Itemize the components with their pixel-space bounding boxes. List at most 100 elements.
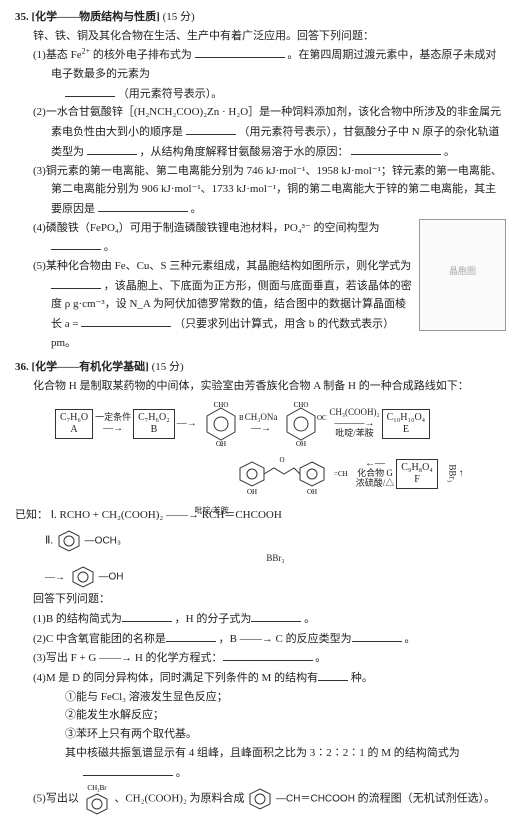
cond-3: ③苯环上只有两个取代基。 bbox=[51, 725, 506, 744]
text: 。 bbox=[176, 767, 187, 779]
text: 。 bbox=[104, 241, 115, 253]
text: 种。 bbox=[351, 672, 373, 684]
q35-part2: (2)一水合甘氨酸锌［(H₂NCH₂COO)₂Zn · H₂O］是一种饲料添加剂… bbox=[33, 103, 506, 161]
text: 。 bbox=[444, 146, 455, 158]
blank[interactable] bbox=[122, 609, 172, 622]
text: ，H 的分子式为 bbox=[175, 613, 252, 625]
arrow-icon: ←BBr₃ bbox=[446, 463, 467, 485]
text: (2)C 中含氧官能团的名称是 bbox=[33, 633, 166, 645]
known-2: Ⅱ. —OCH₃ BBr₃―→ —OH bbox=[45, 528, 506, 590]
blank[interactable] bbox=[83, 763, 173, 776]
text: (1)B 的结构简式为 bbox=[33, 613, 122, 625]
benzene-D-icon: CHO OCH₃ OH bbox=[279, 402, 327, 446]
blank[interactable] bbox=[87, 142, 137, 155]
text: 。 bbox=[315, 652, 326, 664]
blank[interactable] bbox=[318, 668, 348, 681]
text: —CH＝CHCOOH bbox=[276, 794, 355, 805]
compound-H-icon: OH OH O =CH bbox=[234, 452, 354, 496]
q35-number: 35. bbox=[15, 11, 29, 23]
benzene-icon bbox=[70, 564, 96, 590]
blank[interactable] bbox=[352, 629, 402, 642]
blank[interactable] bbox=[65, 84, 115, 97]
question-36: 36. [化学——有机化学基础] (15 分) 化合物 H 是制取某药物的中间体… bbox=[15, 358, 506, 816]
text: 、CH₂(COOH)₂ 为原料合成 bbox=[114, 793, 244, 805]
q36-part4: (4)M 是 D 的同分异构体，同时满足下列条件的 M 的结构有 种。 ①能与 … bbox=[33, 668, 506, 782]
arrow-icon: ←―化合物 G浓硫酸/△ bbox=[354, 458, 397, 489]
arrow-icon: 一定条件―→ bbox=[93, 413, 133, 434]
text: 。 bbox=[304, 613, 315, 625]
known-1: Ⅰ. RCHO + CH₂(COOH)₂ ――→ RCH＝CHCOOH bbox=[51, 509, 282, 521]
q36-title: [化学——有机化学基础] bbox=[32, 361, 149, 373]
compound-A: C₇H₆O A bbox=[55, 409, 93, 439]
q36-part2: (2)C 中含氧官能团的名称是 ，B ――→ C 的反应类型为 。 bbox=[33, 629, 506, 649]
arrow-icon: CH₃(COOH)₂―――→吡啶/苯胺 bbox=[327, 408, 381, 439]
q36-part1: (1)B 的结构简式为 ，H 的分子式为 。 bbox=[33, 609, 506, 629]
blank[interactable] bbox=[351, 142, 441, 155]
arrow-icon: CH₃ONa―→ bbox=[243, 413, 280, 434]
compound-B: C₇H₆O₂ B bbox=[133, 409, 175, 439]
blank[interactable] bbox=[81, 314, 171, 327]
known-section: 已知： Ⅰ. RCHO + CH₂(COOH)₂ ――→ RCH＝CHCOOH … bbox=[15, 506, 506, 525]
text: ，B ――→ C 的反应类型为 bbox=[219, 633, 352, 645]
text: 。 bbox=[404, 633, 415, 645]
blank[interactable] bbox=[98, 199, 188, 212]
text: (1)基态 Fe bbox=[33, 49, 82, 61]
question-35: 35. [化学——物质结构与性质] (15 分) 锌、铁、铜及其化合物在生活、生… bbox=[15, 8, 506, 352]
svg-text:O: O bbox=[279, 456, 284, 464]
q36-number: 36. bbox=[15, 361, 29, 373]
crystal-figure: ○ Cu ● Fe ○ S bbox=[419, 219, 506, 331]
benzene-icon bbox=[56, 528, 82, 554]
arrow-icon: ―→ bbox=[175, 418, 199, 429]
text: —OCH₃ bbox=[85, 536, 121, 547]
q36-part5: (5)写出以 CH₂Br 、CH₂(COOH)₂ 为原料合成 —CH＝CHCOO… bbox=[33, 782, 506, 816]
synthesis-flow-1: C₇H₆O A 一定条件―→ C₇H₆O₂ B ―→ CHOBrOHC CH₃O… bbox=[55, 402, 506, 446]
blank[interactable] bbox=[251, 609, 301, 622]
text: 的核外电子排布式为 bbox=[93, 49, 192, 61]
known-label: 已知： bbox=[15, 509, 48, 521]
blank[interactable] bbox=[51, 237, 101, 250]
q35-title: [化学——物质结构与性质] bbox=[32, 11, 160, 23]
svg-text:C: C bbox=[218, 444, 223, 446]
svg-text:OCH₃: OCH₃ bbox=[317, 414, 327, 422]
svg-text:CHO: CHO bbox=[294, 402, 309, 409]
svg-text:OH: OH bbox=[247, 488, 257, 496]
svg-text:OH: OH bbox=[307, 488, 317, 496]
q35-points: (15 分) bbox=[163, 11, 195, 23]
known-1-cond: 吡啶/苯胺 bbox=[195, 506, 229, 515]
benzene-C-icon: CHOBrOHC bbox=[199, 402, 243, 446]
q36-points: (15 分) bbox=[152, 361, 184, 373]
q36-intro: 化合物 H 是制取某药物的中间体，实验室由芳香族化合物 A 制备 H 的一种合成… bbox=[33, 377, 506, 396]
text: (3)写出 F + G ――→ H 的化学方程式： bbox=[33, 652, 223, 664]
svg-text:CH₂Br: CH₂Br bbox=[87, 784, 107, 792]
svg-text:OH: OH bbox=[296, 440, 306, 446]
svg-text:CHO: CHO bbox=[213, 402, 228, 409]
text: ，从结构角度解释甘氨酸易溶于水的原因： bbox=[140, 146, 349, 158]
blank[interactable] bbox=[186, 122, 236, 135]
q36-part3: (3)写出 F + G ――→ H 的化学方程式： 。 bbox=[33, 648, 506, 668]
text: (5)某种化合物由 Fe、Cu、S 三种元素组成，其晶胞结构如图所示，则化学式为 bbox=[33, 260, 411, 272]
text: Ⅱ. bbox=[45, 535, 53, 547]
blank[interactable] bbox=[166, 629, 216, 642]
benzene-icon bbox=[247, 786, 273, 812]
cond-2: ②能发生水解反应； bbox=[51, 706, 506, 725]
q35-part3: (3)铜元素的第一电离能、第二电离能分别为 746 kJ·mol⁻¹、1958 … bbox=[33, 162, 506, 219]
q36-ask: 回答下列问题： bbox=[33, 590, 506, 609]
benzene-ch2br-icon: CH₂Br bbox=[82, 782, 112, 816]
cond-1: ①能与 FeCl₃ 溶液发生显色反应； bbox=[51, 688, 506, 707]
blank[interactable] bbox=[223, 648, 313, 661]
text: 的流程图（无机试剂任选）。 bbox=[358, 793, 496, 805]
synthesis-flow-2: OH OH O =CH ←―化合物 G浓硫酸/△ C₉H₈O₄ F ←BBr₃ bbox=[55, 452, 476, 496]
q35-part1: (1)基态 Fe2+ 的核外电子排布式为 。在第四周期过渡元素中，基态原子未成对… bbox=[33, 45, 506, 103]
blank[interactable] bbox=[51, 276, 101, 289]
q35-intro: 锌、铁、铜及其化合物在生活、生产中有着广泛应用。回答下列问题： bbox=[33, 27, 506, 46]
text: 其中核磁共振氢谱显示有 4 组峰，且峰面积之比为 3∶2∶2∶1 的 M 的结构… bbox=[65, 747, 460, 759]
text: (4)M 是 D 的同分异构体，同时满足下列条件的 M 的结构有 bbox=[33, 672, 318, 684]
compound-E: C₁₀H₁₀O₄ E bbox=[382, 409, 431, 439]
text: (4)磷酸铁（FePO₄）可用于制造磷酸铁锂电池材料，PO₄³⁻ 的空间构型为 bbox=[33, 222, 379, 234]
blank[interactable] bbox=[195, 45, 285, 58]
compound-F: C₉H₈O₄ F bbox=[396, 459, 438, 489]
text: 。 bbox=[191, 203, 202, 215]
text: (5)写出以 bbox=[33, 793, 79, 805]
text: （用元素符号表示）。 bbox=[118, 88, 223, 100]
text: —OH bbox=[99, 572, 124, 583]
